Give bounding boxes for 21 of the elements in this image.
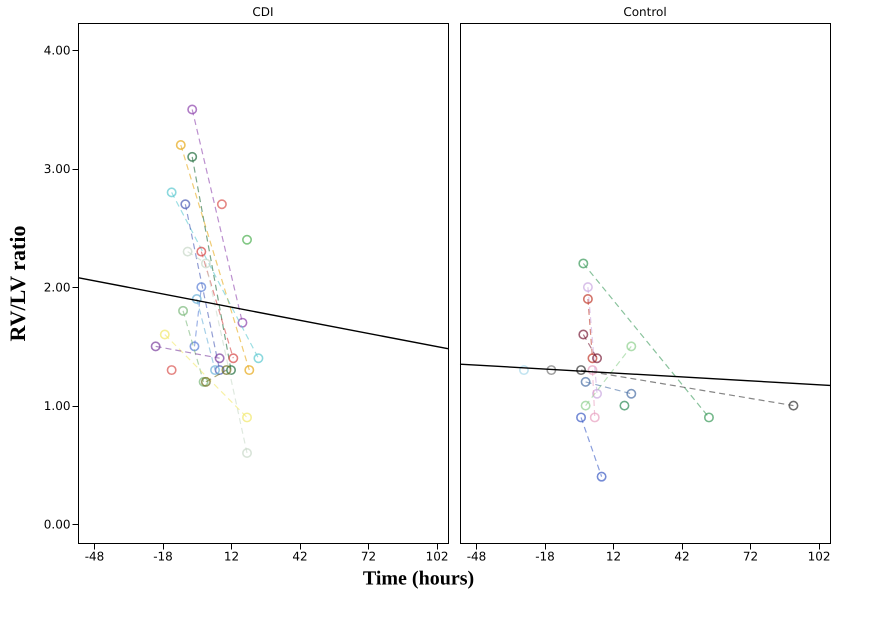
y-tick-label: 2.00 xyxy=(44,280,70,295)
x-tick-label: 42 xyxy=(292,550,308,564)
y-tick-label: 3.00 xyxy=(44,162,70,176)
x-tick-label: 12 xyxy=(606,550,622,564)
chart-title: CDI xyxy=(252,5,274,19)
x-tick-label: 72 xyxy=(360,550,376,564)
x-tick-label: 72 xyxy=(742,550,758,564)
y-tick-label: 4.00 xyxy=(44,44,70,58)
x-tick-label: 102 xyxy=(808,550,831,564)
x-tick-label: 102 xyxy=(426,550,449,564)
y-tick-label: 1.00 xyxy=(44,399,70,414)
x-axis-title: Time (hours) xyxy=(362,568,474,590)
x-tick-label: -48 xyxy=(84,550,104,564)
chart-title: Control xyxy=(623,5,667,19)
y-tick-label: 0.00 xyxy=(44,518,70,532)
x-tick-label: 42 xyxy=(674,550,690,564)
y-axis-title: RV/LV ratio xyxy=(4,226,30,342)
x-tick-label: 12 xyxy=(224,550,240,564)
x-tick-label: -48 xyxy=(466,550,486,564)
x-tick-label: -18 xyxy=(153,550,173,564)
x-tick-label: -18 xyxy=(535,550,555,564)
